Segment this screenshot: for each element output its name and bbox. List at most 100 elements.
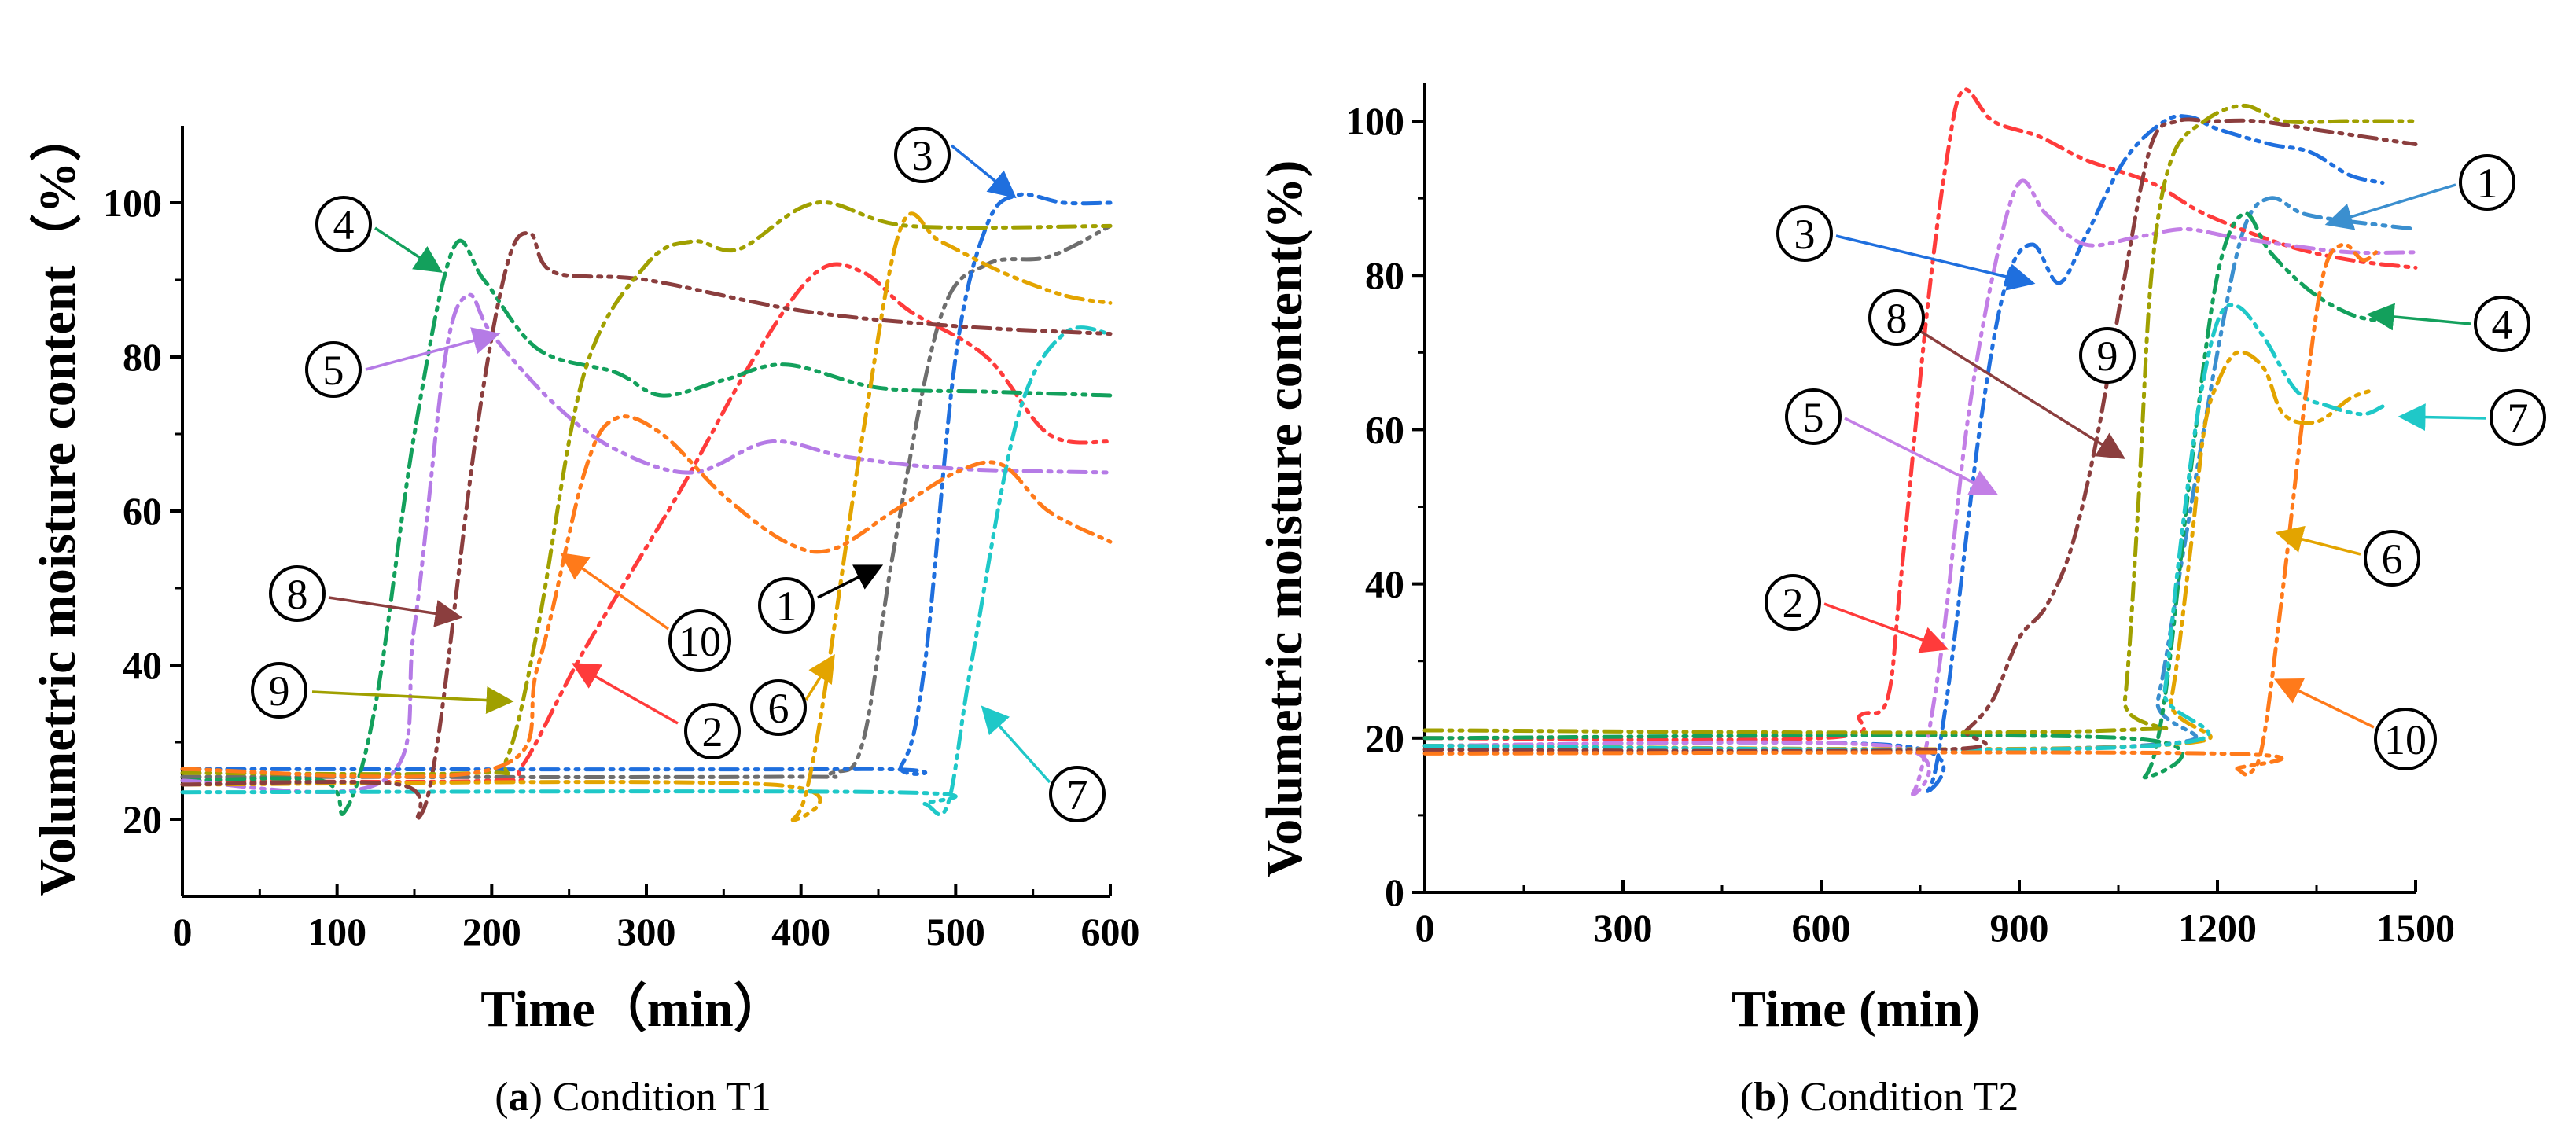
t2-annotation-label-1: 1 xyxy=(2477,160,2498,207)
t2-series xyxy=(1422,87,2418,797)
t1-annotation-arrow-4 xyxy=(374,226,443,273)
t1-annotation-label-10: 10 xyxy=(679,618,721,665)
t2-x-tick-label: 600 xyxy=(1792,906,1851,950)
t1-annotation-label-3: 3 xyxy=(912,132,933,179)
t1-x-tick-label: 200 xyxy=(462,910,521,954)
t2-x-tick-label: 300 xyxy=(1594,906,1653,950)
t1-annotation-arrow-10 xyxy=(560,552,670,631)
panel-condition-t1: 0 100 200 300 400 500 600 20 40 60 80 100 1 2 3 4 5 6 7 8 9… xyxy=(28,110,1140,1120)
t1-annotation-arrow-7 xyxy=(981,705,1051,784)
t1-x-tick-label: 600 xyxy=(1081,910,1140,954)
panel-condition-t2: 0 300 600 900 1200 1500 0 20 40 60 80 100 1 2 3 4 5 6 7 8 9… xyxy=(1256,83,2546,1120)
t2-annotation-label-3: 3 xyxy=(1794,211,1816,258)
t1-annotation-arrow-9 xyxy=(311,686,514,714)
t2-annotation-circle-7 xyxy=(2490,389,2546,446)
t2-annotation-arrow-1 xyxy=(2324,183,2456,230)
t1-annotation-label-4: 4 xyxy=(333,201,355,248)
t1-annotation-arrow-8 xyxy=(328,596,463,627)
t1-annotation-arrow-5 xyxy=(365,327,501,371)
t1-series-line-1 xyxy=(180,223,1113,779)
t2-y-axis-title: Volumetric moisture content(%) xyxy=(1256,160,1313,878)
t2-annotation-arrow-7 xyxy=(2398,403,2487,432)
t2-y-tick-label: 100 xyxy=(1345,99,1404,143)
t1-annotation-circle-6 xyxy=(750,679,807,736)
t2-annotation-label-4: 4 xyxy=(2492,301,2513,348)
t1-annotation-label-8: 8 xyxy=(287,571,308,618)
t2-series-line-8 xyxy=(1422,117,2418,753)
t2-series-line-3 xyxy=(1422,114,2385,796)
t1-series-line-4 xyxy=(180,238,1113,816)
t2-annotation-circle-1 xyxy=(2459,154,2515,211)
t2-annotation-circle-2 xyxy=(1765,574,1821,631)
t2-x-tick-label: 900 xyxy=(1990,906,2049,950)
t1-y-tick-label: 100 xyxy=(103,181,162,225)
t1-annotation-label-9: 9 xyxy=(269,667,290,715)
t1-annotation-label-2: 2 xyxy=(702,708,723,756)
t1-annotation-arrow-2 xyxy=(571,663,679,725)
t1-annotation-label-1: 1 xyxy=(776,583,797,630)
t1-x-tick-label: 300 xyxy=(617,910,676,954)
t2-annotation-arrow-3 xyxy=(1835,234,2036,291)
t1-annotation-circle-2 xyxy=(684,703,741,759)
t2-annotation-label-10: 10 xyxy=(2384,716,2427,763)
t1-annotation-circle-7 xyxy=(1049,766,1106,822)
t2-series-line-10 xyxy=(1422,242,2379,778)
t2-y-tick-label: 60 xyxy=(1365,407,1404,451)
t2-annotation-label-5: 5 xyxy=(1803,394,1824,441)
t1-annotation-arrow-6 xyxy=(804,654,835,701)
t1-annotation-label-5: 5 xyxy=(323,347,344,394)
t1-annotation-arrow-3 xyxy=(950,144,1017,199)
t1-series-line-6 xyxy=(180,211,1113,822)
t1-axes: 0 100 200 300 400 500 600 20 40 60 80 100 xyxy=(103,126,1140,954)
t2-annotation-arrow-10 xyxy=(2273,678,2375,729)
t2-annotation-arrow-5 xyxy=(1844,417,1999,495)
t2-annotation-label-6: 6 xyxy=(2382,535,2403,583)
t2-series-line-2 xyxy=(1422,87,2418,742)
t2-annotation-label-9: 9 xyxy=(2097,333,2118,380)
t2-annotation-label-7: 7 xyxy=(2508,395,2529,442)
t1-y-axis-title: Volumetric moisture content（%） xyxy=(28,110,86,897)
t1-y-tick-label: 20 xyxy=(123,797,162,841)
t1-y-tick-label: 40 xyxy=(123,643,162,687)
t1-annotation-arrow-1 xyxy=(817,564,884,599)
t1-x-tick-label: 0 xyxy=(173,910,193,954)
t1-caption: (a) Condition T1 xyxy=(495,1075,771,1120)
t2-axes: 0 300 600 900 1200 1500 0 20 40 60 80 100 xyxy=(1345,83,2455,950)
t1-x-axis-title: Time（min） xyxy=(480,980,785,1038)
t2-annotation-arrow-6 xyxy=(2275,525,2361,556)
t1-annotation-label-7: 7 xyxy=(1067,771,1088,818)
t2-series-line-9 xyxy=(1422,103,2418,735)
t2-annotation-arrow-8 xyxy=(1918,329,2125,459)
t1-series-line-7 xyxy=(180,325,1113,817)
t1-y-tick-label: 60 xyxy=(123,489,162,533)
t2-caption: (b) Condition T2 xyxy=(1740,1075,2018,1120)
t2-annotation-circle-9 xyxy=(2079,327,2136,384)
t1-series xyxy=(180,192,1113,822)
t2-annotation-label-2: 2 xyxy=(1783,579,1804,627)
t2-annotation-circle-5 xyxy=(1785,388,1842,445)
t2-series-line-5 xyxy=(1422,178,2418,797)
t1-x-tick-label: 400 xyxy=(771,910,830,954)
t1-series-line-10 xyxy=(180,414,1113,779)
t2-annotation-arrow-4 xyxy=(2366,303,2471,331)
t2-y-tick-label: 80 xyxy=(1365,253,1404,297)
t2-annotation-circle-6 xyxy=(2364,530,2420,587)
t1-annotation-circle-1 xyxy=(758,577,815,634)
t2-series-line-7 xyxy=(1422,303,2385,752)
t2-y-tick-label: 20 xyxy=(1365,716,1404,760)
t1-annotation-circle-5 xyxy=(305,341,362,398)
t2-series-line-6 xyxy=(1422,350,2372,752)
t2-x-tick-label: 1500 xyxy=(2376,906,2455,950)
t1-series-line-9 xyxy=(180,200,1113,777)
t2-x-tick-label: 1200 xyxy=(2178,906,2257,950)
t1-annotation-circle-10 xyxy=(668,609,731,672)
t2-x-axis-title: Time (min) xyxy=(1731,980,1980,1038)
t2-annotation-label-8: 8 xyxy=(1886,295,1908,342)
t2-annotations: 1 2 3 4 5 6 7 8 9 10 xyxy=(1765,154,2546,770)
t2-series-line-1 xyxy=(1422,196,2418,752)
t2-x-tick-label: 0 xyxy=(1415,906,1435,950)
t1-annotation-circle-3 xyxy=(894,127,951,183)
t2-annotation-circle-3 xyxy=(1776,205,1833,262)
t1-annotation-circle-4 xyxy=(315,196,372,252)
